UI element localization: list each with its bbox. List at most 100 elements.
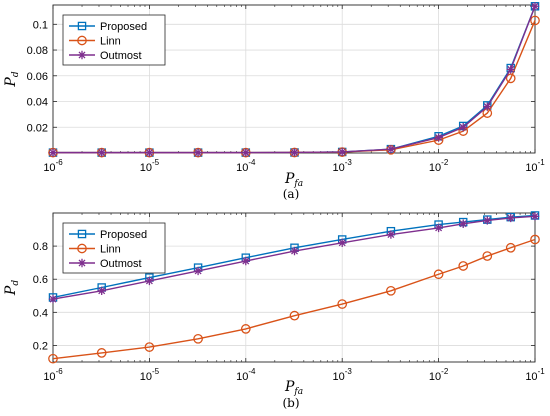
x-tick-label: 10-3 (333, 367, 353, 383)
data-point (434, 133, 443, 142)
chart-a: 10-6 10-5 10-4 10-3 10-2 10-10.020.040.060.08… (3, 2, 545, 201)
x-tick-base: 10 (429, 162, 441, 174)
x-tick-exponent: -2 (441, 158, 449, 167)
data-point (48, 148, 58, 157)
x-axis-label-sub: fa (293, 387, 303, 397)
data-point (459, 219, 468, 228)
x-axis-label: Pfa (284, 379, 303, 397)
data-point (193, 266, 203, 276)
series-outmost (48, 2, 540, 157)
x-tick-base: 10 (140, 162, 152, 174)
y-axis-label: Pd (3, 280, 21, 296)
data-point (145, 276, 154, 286)
series-outmost (48, 212, 540, 304)
y-axis-label-sub: d (11, 280, 21, 286)
y-tick-label: 0.8 (33, 241, 48, 253)
y-axis-label-main: P (3, 77, 19, 88)
x-axis-label-main: P (284, 379, 295, 395)
data-point (144, 342, 155, 352)
x-axis-label-main: P (284, 171, 295, 187)
x-tick-label: 10-2 (429, 367, 449, 383)
legend-marker (77, 35, 87, 46)
data-point (96, 348, 107, 358)
x-tick-label: 10-4 (236, 158, 256, 174)
data-point (434, 223, 443, 233)
x-tick-exponent: -4 (248, 367, 256, 376)
x-tick-label: 10-6 (43, 367, 63, 383)
y-tick-label: 0.2 (33, 340, 48, 352)
data-point (193, 148, 203, 157)
data-point (48, 294, 58, 304)
legend-label: Proposed (100, 21, 147, 33)
data-point (290, 246, 299, 256)
x-tick-label: 10-2 (429, 158, 449, 174)
x-tick-label: 10-6 (43, 158, 63, 174)
data-point (483, 102, 492, 111)
x-tick-exponent: -1 (538, 367, 546, 376)
y-tick-label: 0.06 (27, 71, 48, 83)
x-tick-base: 10 (429, 371, 441, 383)
y-axis-label: Pd (3, 71, 21, 87)
x-tick-exponent: -6 (56, 367, 64, 376)
legend-marker (77, 229, 87, 239)
data-point (530, 212, 540, 221)
data-point (386, 230, 396, 239)
chart-b: 10-6 10-5 10-4 10-3 10-2 10-10.20.40.60.8PfaP… (3, 211, 545, 410)
data-point (338, 238, 347, 247)
x-axis-label: Pfa (284, 171, 303, 189)
legend-marker (77, 258, 87, 268)
x-tick-label: 10-5 (140, 158, 160, 174)
legend-label: Outmost (100, 50, 142, 62)
figure-caption: (a) (283, 187, 300, 201)
x-tick-base: 10 (43, 162, 55, 174)
data-point (458, 261, 469, 271)
y-tick-label: 0.1 (33, 19, 48, 31)
legend-label: Linn (100, 244, 121, 256)
data-point (386, 285, 396, 296)
x-tick-base: 10 (525, 162, 537, 174)
x-tick-label: 10-5 (140, 367, 160, 383)
x-tick-label: 10-1 (525, 367, 545, 383)
data-point (240, 324, 251, 334)
x-tick-exponent: -1 (538, 158, 546, 167)
data-point (290, 148, 299, 157)
data-point (48, 353, 58, 364)
data-point (506, 65, 515, 74)
x-tick-label: 10-1 (525, 158, 545, 174)
x-tick-base: 10 (333, 162, 345, 174)
legend-marker (77, 243, 87, 254)
data-point (483, 216, 492, 225)
data-point (97, 148, 106, 157)
data-point (145, 148, 154, 157)
data-point (505, 242, 516, 253)
x-tick-exponent: -4 (248, 158, 256, 167)
data-point (530, 234, 540, 245)
data-point (193, 333, 203, 344)
figure-caption: (b) (282, 396, 299, 410)
x-tick-base: 10 (236, 162, 248, 174)
legend-marker (77, 21, 87, 31)
data-point (289, 310, 300, 321)
x-tick-exponent: -5 (152, 367, 160, 376)
data-point (241, 256, 250, 266)
legend-marker (77, 50, 87, 60)
data-point (337, 299, 348, 309)
data-point (530, 15, 540, 26)
legend-label: Linn (100, 36, 121, 48)
x-tick-label: 10-4 (236, 367, 256, 383)
x-tick-exponent: -5 (152, 158, 160, 167)
data-point (459, 123, 468, 132)
x-tick-exponent: -6 (56, 158, 64, 167)
y-axis-label-main: P (3, 285, 19, 296)
x-tick-base: 10 (43, 371, 55, 383)
x-tick-base: 10 (525, 371, 537, 383)
legend: Proposed Linn Outmost (62, 222, 166, 274)
data-point (386, 144, 396, 154)
legend: Proposed Linn Outmost (62, 14, 166, 66)
x-tick-exponent: -3 (345, 158, 353, 167)
x-tick-label: 10-3 (333, 158, 353, 174)
data-point (97, 286, 106, 296)
y-tick-label: 0.4 (33, 307, 48, 319)
data-point (482, 251, 493, 261)
